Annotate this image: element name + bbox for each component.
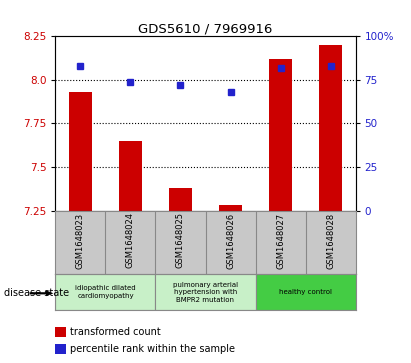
Title: GDS5610 / 7969916: GDS5610 / 7969916 bbox=[139, 22, 272, 35]
Text: idiopathic dilated
cardiomyopathy: idiopathic dilated cardiomyopathy bbox=[75, 285, 136, 299]
Text: GSM1648026: GSM1648026 bbox=[226, 212, 235, 269]
Text: GSM1648027: GSM1648027 bbox=[276, 212, 285, 269]
Bar bbox=[155, 274, 256, 310]
Text: transformed count: transformed count bbox=[70, 327, 161, 337]
Bar bbox=[256, 274, 356, 310]
Bar bbox=[69, 92, 92, 211]
Text: disease state: disease state bbox=[4, 288, 69, 298]
Text: GSM1648024: GSM1648024 bbox=[126, 212, 135, 269]
Bar bbox=[219, 205, 242, 211]
Text: GSM1648025: GSM1648025 bbox=[176, 212, 185, 269]
Text: GSM1648023: GSM1648023 bbox=[76, 212, 85, 269]
Bar bbox=[319, 45, 342, 211]
Bar bbox=[119, 141, 142, 211]
Bar bbox=[269, 59, 292, 211]
Text: GSM1648028: GSM1648028 bbox=[326, 212, 335, 269]
Bar bbox=[55, 274, 155, 310]
Bar bbox=[169, 188, 192, 211]
Text: percentile rank within the sample: percentile rank within the sample bbox=[70, 344, 235, 354]
Text: pulmonary arterial
hypertension with
BMPR2 mutation: pulmonary arterial hypertension with BMP… bbox=[173, 282, 238, 303]
Text: healthy control: healthy control bbox=[279, 289, 332, 295]
